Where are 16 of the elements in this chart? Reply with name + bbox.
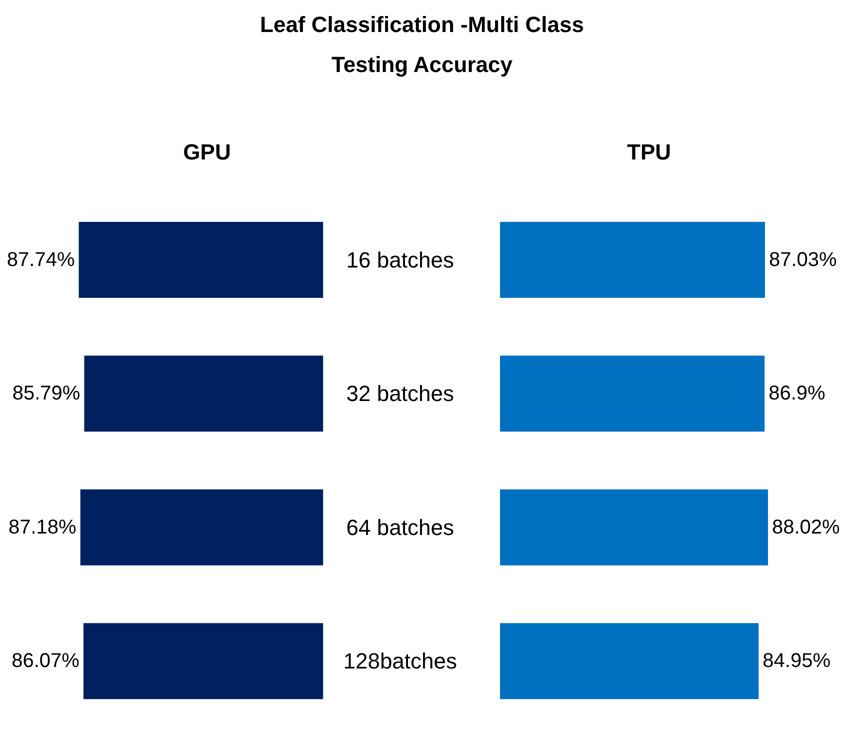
data-label: 86.9% (768, 382, 826, 405)
data-label: 87.18% (8, 516, 77, 538)
text: Testing Accuracy (330, 52, 514, 78)
text: GPU (183, 140, 231, 164)
data-label: 87.74% (6, 248, 75, 271)
text: Leaf Classification -Multi Class (259, 12, 585, 38)
y-tick-label: 64 batches (346, 514, 454, 540)
data-label: 86.07% (12, 650, 80, 672)
data-label: 84.95% (762, 650, 831, 672)
y-tick-label: 128batches (343, 648, 458, 674)
text: TPU (627, 140, 671, 164)
y-tick-label: 16 batches (346, 247, 454, 272)
data-label: 88.02% (772, 516, 840, 538)
data-label: 85.79% (12, 382, 80, 405)
y-tick-label: 32 batches (346, 381, 454, 406)
data-label: 87.03% (768, 248, 838, 271)
